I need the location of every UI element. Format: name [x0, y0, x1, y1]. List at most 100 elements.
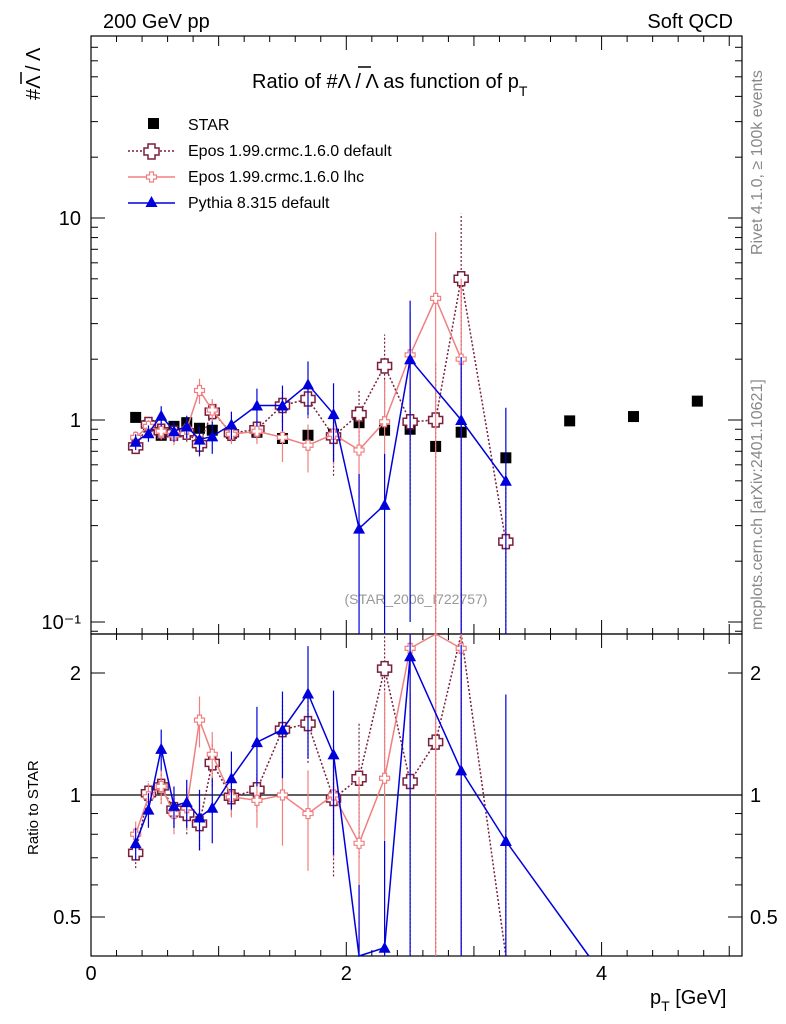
ratio-point [206, 801, 219, 813]
xlabel-sub: T [661, 998, 670, 1014]
mcplots-label: mcplots.cern.ch [arXiv:2401.10621] [749, 379, 766, 630]
ratio-point [206, 748, 218, 760]
ratio-xtick-label: 0 [85, 963, 96, 985]
title-part-2: / Λ as function of p [350, 71, 519, 93]
svg-text:Ratio of #Λ / Λ as function of: Ratio of #Λ / Λ as function of pT [252, 71, 528, 99]
main-point [193, 384, 206, 397]
analysis-watermark: (STAR_2006_I722757) [345, 591, 488, 607]
main-point [142, 427, 155, 439]
main-point [378, 498, 391, 510]
legend-pythia-label: Pythia 8.315 default [188, 195, 330, 212]
main-point [376, 358, 393, 374]
xlabel-p: p [650, 987, 661, 1009]
ratio-point [193, 714, 206, 726]
ratio-point [353, 837, 365, 849]
ratio-point [155, 780, 167, 793]
ratio-point [302, 687, 314, 699]
main-ylabel-hash: # [23, 88, 45, 100]
legend-epos-lhc-label: Epos 1.99.crmc.1.6.0 lhc [188, 169, 364, 186]
ratio-point [378, 772, 391, 784]
ratio-ylabel: Ratio to STAR [25, 760, 42, 855]
ratio-plot-area [127, 633, 590, 957]
ratio-point [455, 764, 468, 776]
main-point [130, 411, 142, 423]
title-sub: T [519, 83, 528, 99]
ratio-point [167, 799, 180, 811]
ratio-line [134, 653, 590, 957]
ratio-point [180, 796, 193, 808]
ratio-xtick-label: 4 [596, 963, 607, 985]
ratio-ytick-label-right: 1 [750, 785, 761, 807]
ratio-ytick-label-left: 2 [70, 663, 81, 685]
main-ytick-label: 10⁻¹ [42, 612, 82, 634]
ratio-ytick-label-right: 2 [750, 663, 761, 685]
main-point [628, 411, 639, 423]
ratio-point [129, 837, 142, 849]
ratio-point [499, 835, 512, 847]
main-point [129, 435, 142, 447]
main-point [453, 271, 469, 287]
main-point [351, 406, 367, 422]
main-point [564, 415, 576, 427]
main-axis-ticks: 10 1 10⁻¹ [42, 36, 742, 634]
legend-epos-default-marker [143, 143, 160, 160]
ratio-point [225, 772, 238, 784]
main-line [135, 278, 507, 542]
xlabel: pT [GeV] [650, 987, 726, 1014]
header-left: 200 GeV pp [103, 11, 210, 33]
main-point [155, 409, 168, 421]
main-point [691, 395, 703, 407]
legend-star-label: STAR [188, 117, 229, 134]
svg-text:#Λ / Λ: #Λ / Λ [23, 47, 45, 100]
legend: STAR Epos 1.99.crmc.1.6.0 default Epos 1… [128, 117, 392, 212]
ratio-point [302, 807, 314, 820]
main-ytick-label: 1 [70, 410, 81, 432]
main-title: Ratio of #Λ / Λ as function of pT [252, 66, 528, 99]
main-point [378, 416, 391, 428]
ratio-point [276, 789, 289, 801]
ratio-xtick-label: 2 [341, 963, 352, 985]
ratio-point [142, 803, 155, 815]
main-point [430, 292, 442, 304]
ratio-point [193, 811, 206, 823]
title-lambda: Λ [338, 71, 352, 93]
main-ylabel: #Λ / Λ [20, 47, 45, 100]
xlabel-unit: [GeV] [670, 987, 727, 1009]
main-point [353, 444, 365, 456]
main-point [206, 404, 218, 416]
ratio-ytick-label-left: 1 [70, 785, 81, 807]
main-point [353, 522, 366, 534]
ratio-point [251, 794, 263, 806]
rivet-label: Rivet 4.1.0, ≥ 100k events [749, 70, 766, 255]
ratio-axis-ticks: 0 2 4 2 2 1 1 0.5 0.5 [53, 634, 778, 985]
main-point [302, 439, 314, 451]
legend-epos-default-label: Epos 1.99.crmc.1.6.0 default [188, 143, 392, 160]
main-point [251, 425, 263, 437]
ratio-point [155, 742, 168, 754]
main-point [180, 420, 193, 432]
title-part-1: Ratio of # [252, 71, 338, 93]
main-point [155, 425, 167, 437]
legend-epos-lhc-marker [145, 171, 158, 183]
ratio-point [404, 650, 417, 662]
ratio-ytick-label-right: 0.5 [750, 907, 778, 929]
legend-star-marker [148, 118, 159, 129]
ratio-ytick-label-left: 0.5 [53, 907, 81, 929]
legend-pythia-marker [145, 196, 158, 207]
main-point [499, 474, 512, 486]
main-point [404, 353, 417, 365]
main-point [167, 425, 180, 437]
main-point [302, 378, 314, 390]
main-line [135, 357, 507, 531]
main-point [327, 408, 340, 420]
ratio-point [327, 748, 340, 760]
main-point [276, 431, 289, 444]
main-point [455, 414, 468, 425]
main-ylabel-lambda: Λ [23, 75, 45, 89]
main-series-3 [129, 300, 512, 634]
ratio-point [250, 736, 263, 748]
main-plot-area [127, 213, 703, 634]
ratio-point [276, 723, 289, 735]
main-point [276, 399, 289, 411]
